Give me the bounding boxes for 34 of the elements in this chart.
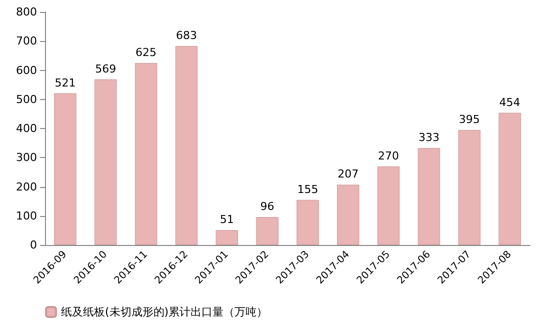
y-tick-label: 300: [16, 151, 37, 164]
data-label: 625: [136, 46, 157, 59]
bar: [54, 93, 76, 245]
bar: [134, 62, 158, 245]
bar: [175, 46, 198, 245]
y-tick-label: 600: [16, 64, 37, 77]
bar: [337, 184, 360, 245]
data-label: 96: [260, 200, 274, 214]
data-label: 569: [95, 62, 116, 76]
data-label: 207: [338, 168, 359, 181]
y-tick-label: 100: [16, 209, 37, 222]
y-tick-label: 700: [16, 34, 37, 48]
data-label: 333: [418, 131, 440, 144]
bar: [377, 166, 400, 245]
bar: [498, 112, 521, 245]
data-label: 454: [499, 96, 520, 109]
y-tick-label: 0: [30, 238, 37, 252]
bar: [418, 148, 440, 245]
y-tick-label: 800: [16, 6, 37, 18]
data-label: 270: [378, 149, 400, 162]
y-tick-label: 200: [16, 180, 37, 194]
y-tick-label: 400: [16, 122, 37, 135]
bar: [256, 217, 278, 245]
bar: [216, 230, 238, 245]
bar: [94, 79, 117, 245]
data-label: 521: [54, 76, 76, 90]
data-label: 395: [458, 112, 480, 126]
bar: [458, 130, 480, 245]
y-tick-label: 500: [16, 92, 37, 106]
data-label: 155: [297, 182, 318, 196]
legend-label: 纸及纸板(未切成形的)累计出口量（万吨）: [61, 306, 268, 318]
data-label: 683: [176, 29, 197, 42]
bar: [296, 200, 319, 245]
data-label: 51: [220, 213, 234, 226]
